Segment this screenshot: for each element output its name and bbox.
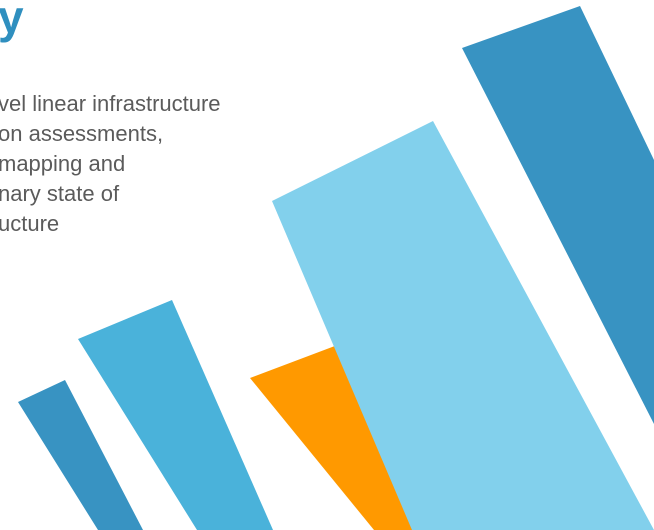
- tilted-bar-dark-blue-small: [18, 380, 143, 530]
- body-text-line-5: ucture: [0, 211, 60, 236]
- body-text-line-3: mapping and: [0, 151, 126, 176]
- body-text-line-4: nary state of: [0, 181, 120, 206]
- tilted-bar-dark-blue-large: [462, 6, 654, 424]
- body-text-line-1: vel linear infrastructure: [0, 91, 221, 116]
- body-text-block: vel linear infrastructure on assessments…: [0, 89, 221, 239]
- tilted-bar-mid-blue: [78, 300, 273, 530]
- tilted-bar-light-blue: [272, 121, 654, 530]
- body-text-line-2: on assessments,: [0, 121, 164, 146]
- heading-fragment: y: [0, 0, 24, 43]
